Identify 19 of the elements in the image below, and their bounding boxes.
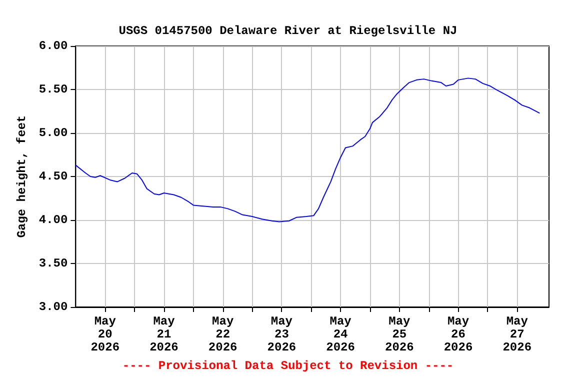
y-tick-label: 3.50 (38, 256, 68, 270)
y-tick-label: 6.00 (38, 39, 68, 53)
y-tick-label: 3.00 (38, 300, 68, 314)
y-tick-label: 5.00 (38, 126, 68, 140)
line-series (75, 78, 540, 222)
y-tick-label: 4.50 (38, 170, 68, 184)
x-tick-label: May 23 2026 (267, 314, 296, 354)
x-tick-label: May 22 2026 (208, 314, 238, 354)
y-axis-title: Gage height, feet (15, 115, 29, 238)
x-tick-label: May 25 2026 (385, 314, 414, 354)
y-tick-label: 4.00 (38, 213, 68, 227)
x-tick-label: May 24 2026 (326, 314, 355, 354)
x-tick-label: May 21 2026 (150, 314, 178, 354)
x-tick-label: May 27 2026 (502, 314, 532, 354)
chart-title: USGS 01457500 Delaware River at Riegelsville NJ (118, 24, 458, 38)
x-tick-label: May 26 2026 (444, 314, 473, 354)
text: ---- Provisional Data Subject to Revision ---- (122, 359, 454, 373)
x-tick-label: May 20 2026 (90, 314, 120, 354)
y-tick-label: 5.50 (38, 82, 68, 96)
